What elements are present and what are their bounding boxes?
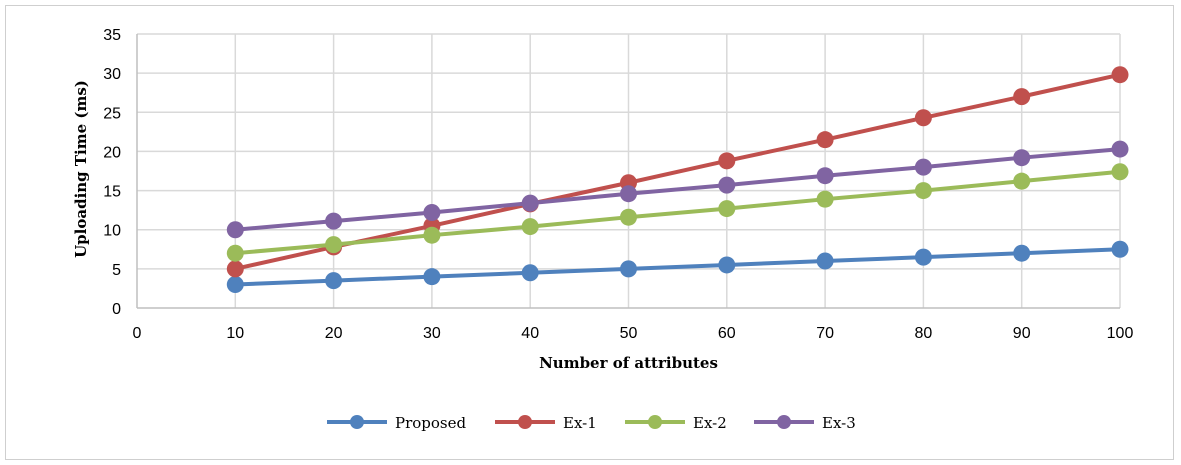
legend-label-ex-2: Ex-2: [693, 414, 727, 432]
legend-item-ex-1: Ex-1: [495, 414, 597, 432]
data-point-ex-2: [1013, 172, 1031, 190]
data-point-proposed: [325, 272, 343, 290]
data-point-ex-3: [620, 185, 637, 203]
x-tick-label: 30: [423, 325, 441, 342]
data-point-ex-2: [325, 236, 343, 254]
series-ex-2: [226, 163, 1129, 262]
data-point-ex-3: [521, 194, 539, 212]
data-point-ex-2: [718, 200, 736, 218]
chart-frame: [5, 5, 1174, 460]
y-tick-label: 10: [103, 223, 121, 240]
series-line-ex-1: [233, 72, 1122, 271]
legend-marker-ex-2: [648, 415, 662, 429]
data-point-proposed: [620, 260, 637, 278]
data-point-ex-1: [226, 260, 244, 278]
x-tick-label: 70: [816, 325, 834, 342]
x-tick-label: 100: [1107, 325, 1134, 342]
data-point-ex-2: [914, 182, 932, 200]
data-point-ex-1: [914, 109, 932, 127]
data-point-ex-1: [816, 131, 834, 149]
data-point-proposed: [718, 256, 736, 274]
data-point-ex-3: [816, 167, 834, 185]
legend-label-ex-3: Ex-3: [822, 414, 856, 432]
tick-labels: 0 5 10 15 20 25 30 35 0 10 20 30 40 50 60 70 80 90 100: [103, 27, 1133, 342]
x-axis-title: Number of attributes: [539, 354, 718, 372]
data-point-ex-1: [1013, 88, 1031, 106]
x-tick-label: 60: [718, 325, 736, 342]
y-tick-label: 0: [112, 301, 121, 318]
legend-marker-ex-1: [518, 415, 532, 429]
x-tick-label: 40: [521, 325, 539, 342]
y-tick-label: 25: [103, 105, 121, 122]
data-point-ex-3: [1013, 149, 1031, 167]
axes: [136, 34, 1120, 309]
data-point-proposed: [1111, 240, 1129, 258]
data-point-ex-2: [816, 190, 834, 208]
x-tick-label: 80: [915, 325, 933, 342]
x-tick-label: 10: [226, 325, 244, 342]
series-line-ex-2: [233, 169, 1122, 256]
data-point-proposed: [1013, 244, 1031, 262]
data-point-proposed: [521, 264, 539, 282]
data-point-proposed: [914, 248, 932, 266]
data-point-ex-3: [718, 176, 736, 194]
legend-label-proposed: Proposed: [395, 414, 467, 432]
data-point-ex-2: [1111, 163, 1129, 181]
data-point-ex-2: [620, 208, 637, 226]
series-line-ex-3: [233, 147, 1122, 232]
series-ex-3: [226, 140, 1129, 239]
y-axis-title: Uploading Time (ms): [72, 80, 90, 258]
data-point-ex-3: [226, 221, 244, 239]
x-tick-label: 20: [325, 325, 343, 342]
data-point-ex-3: [325, 212, 343, 230]
series-lines: [226, 66, 1129, 294]
y-tick-label: 35: [103, 27, 121, 44]
y-tick-label: 5: [112, 262, 121, 279]
y-tick-label: 15: [103, 184, 121, 201]
data-point-ex-3: [914, 158, 932, 176]
y-tick-label: 20: [103, 144, 121, 161]
x-tick-label: 50: [620, 325, 638, 342]
data-point-ex-1: [1111, 66, 1129, 84]
legend-item-proposed: Proposed: [327, 414, 467, 432]
legend-label-ex-1: Ex-1: [563, 414, 597, 432]
x-tick-label: 90: [1013, 325, 1031, 342]
grid: [137, 33, 1121, 308]
legend-item-ex-3: Ex-3: [754, 414, 856, 432]
series-ex-1: [226, 66, 1129, 278]
legend-marker-proposed: [350, 415, 364, 429]
legend-marker-ex-3: [777, 415, 791, 429]
data-point-proposed: [816, 252, 834, 270]
data-point-ex-2: [226, 244, 244, 262]
data-point-ex-2: [521, 218, 539, 236]
data-point-ex-1: [718, 152, 736, 170]
series-proposed: [226, 240, 1129, 294]
x-tick-label: 0: [133, 325, 142, 342]
data-point-proposed: [423, 268, 441, 286]
series-line-proposed: [233, 247, 1122, 287]
data-point-ex-3: [423, 203, 441, 221]
y-tick-label: 30: [103, 66, 121, 83]
data-point-ex-2: [423, 226, 441, 244]
data-point-ex-3: [1111, 140, 1129, 158]
legend: Proposed Ex-1 Ex-2 Ex-3: [327, 414, 856, 432]
legend-item-ex-2: Ex-2: [625, 414, 727, 432]
data-point-proposed: [226, 276, 244, 294]
